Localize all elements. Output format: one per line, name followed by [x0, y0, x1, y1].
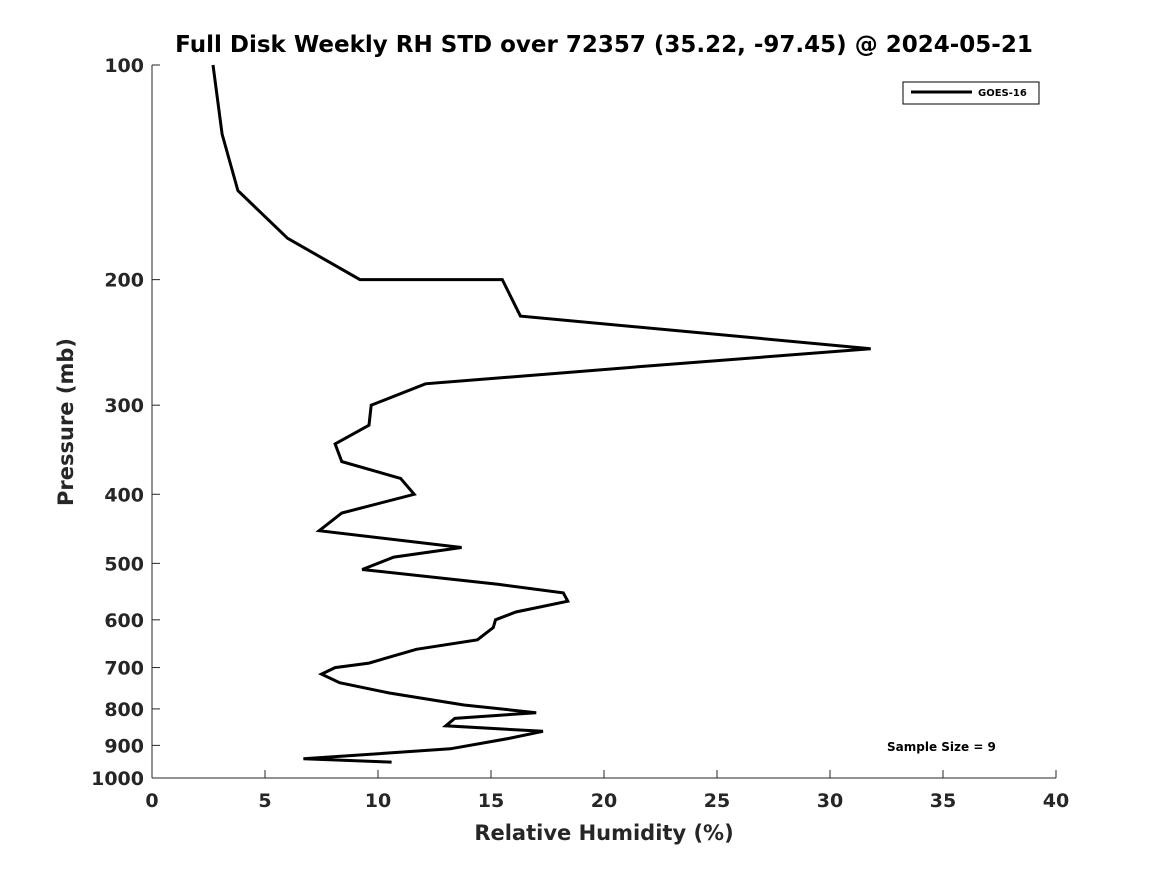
y-tick-label: 700 [104, 658, 144, 680]
y-tick-label: 900 [104, 735, 144, 757]
y-tick-label: 1000 [91, 768, 144, 790]
sample-size-annotation: Sample Size = 9 [887, 740, 996, 754]
x-tick-label: 20 [591, 790, 617, 812]
chart-title: Full Disk Weekly RH STD over 72357 (35.2… [175, 32, 1033, 58]
y-tick-label: 400 [104, 484, 144, 506]
legend: GOES-16 [902, 81, 1040, 105]
x-tick-label: 30 [817, 790, 843, 812]
x-axis: 0 5 10 15 20 25 30 35 40 [145, 770, 1069, 812]
x-tick-label: 35 [930, 790, 956, 812]
y-tick-label: 800 [104, 699, 144, 721]
plot-background [152, 65, 1056, 778]
series-layer [211, 64, 871, 764]
y-tick-label: 500 [104, 553, 144, 575]
series-line-0 [211, 64, 871, 764]
x-tick-label: 40 [1043, 790, 1069, 812]
y-tick-label: 600 [104, 610, 144, 632]
y-axis-label: Pressure (mb) [54, 338, 78, 506]
x-tick-label: 25 [704, 790, 730, 812]
legend-entry-goes16: GOES-16 [978, 88, 1027, 99]
y-tick-label: 300 [104, 395, 144, 417]
x-tick-label: 10 [365, 790, 391, 812]
x-tick-label: 5 [258, 790, 271, 812]
y-tick-label: 100 [104, 55, 144, 77]
x-tick-label: 0 [145, 790, 158, 812]
x-axis-label: Relative Humidity (%) [474, 821, 733, 845]
x-tick-label: 15 [478, 790, 504, 812]
y-tick-label: 200 [104, 270, 144, 292]
y-axis: 100 200 300 400 500 600 700 800 900 1000 [91, 55, 160, 790]
